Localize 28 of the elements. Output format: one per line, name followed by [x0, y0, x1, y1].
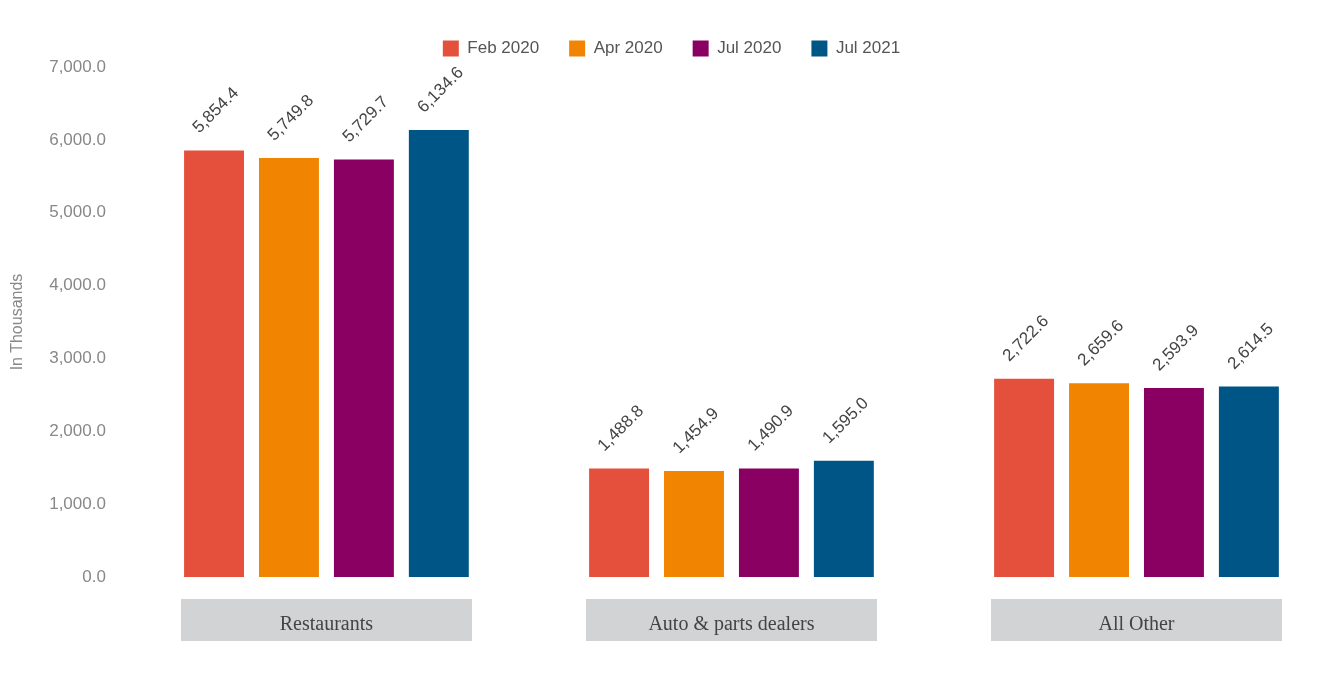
- bar: [994, 378, 1055, 577]
- legend-label: Jul 2021: [835, 38, 901, 58]
- x-tick-label: All Other: [1098, 612, 1175, 635]
- y-tick-label: 4,000.0: [49, 275, 106, 295]
- y-tick-label: 5,000.0: [49, 202, 106, 222]
- bar: [1069, 383, 1129, 577]
- legend-label: Feb 2020: [467, 38, 540, 58]
- bar: [813, 460, 874, 577]
- legend-label: Apr 2020: [593, 38, 663, 58]
- y-tick-label: 7,000.0: [49, 56, 106, 76]
- y-axis-title: In Thousands: [8, 273, 26, 371]
- bar: [184, 150, 245, 577]
- x-tick-label: Restaurants: [279, 612, 374, 635]
- bar: [259, 158, 319, 577]
- x-tick-label: Auto & parts dealers: [648, 612, 815, 636]
- bar: [738, 468, 799, 577]
- y-tick-label: 0.0: [82, 566, 106, 586]
- legend-label: Jul 2020: [717, 38, 782, 58]
- bar: [589, 468, 650, 577]
- bar: [664, 471, 724, 577]
- bar: [408, 130, 469, 577]
- y-tick-label: 1,000.0: [49, 493, 106, 513]
- y-tick-label: 3,000.0: [49, 348, 106, 368]
- bar: [333, 159, 394, 577]
- y-tick-label: 6,000.0: [49, 129, 106, 149]
- y-tick-label: 2,000.0: [49, 420, 106, 440]
- bar: [1143, 388, 1204, 577]
- bar: [1218, 386, 1279, 577]
